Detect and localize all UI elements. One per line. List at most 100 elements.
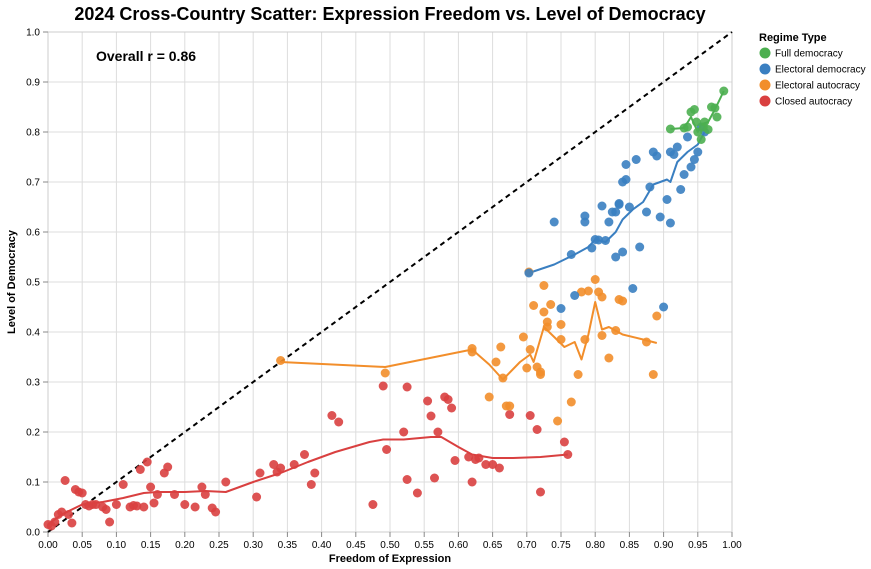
y-tick-label: 0.0	[26, 528, 40, 539]
data-point	[57, 507, 67, 517]
data-point	[556, 304, 566, 313]
data-point	[601, 236, 610, 245]
x-tick-label: 0.70	[517, 540, 537, 551]
data-point	[467, 347, 477, 357]
data-point	[433, 427, 443, 437]
data-point	[149, 498, 159, 508]
legend-swatch	[759, 47, 771, 59]
data-point	[587, 243, 597, 253]
data-point	[474, 453, 484, 463]
data-point	[67, 518, 77, 528]
data-point	[689, 155, 699, 164]
data-point	[443, 395, 453, 404]
data-point	[648, 370, 658, 379]
x-axis: 0.00 0.05 0.10 0.15 0.20 0.25 0.30 0.35 0.40 0.45…	[38, 532, 742, 551]
x-tick-label: 0.10	[107, 540, 127, 551]
data-point	[669, 150, 679, 159]
x-tick-label: 0.40	[312, 540, 332, 551]
data-point	[269, 460, 279, 469]
data-point	[614, 200, 624, 209]
data-point	[577, 287, 586, 297]
data-point	[662, 195, 672, 204]
grid	[47, 31, 733, 533]
data-point	[467, 477, 477, 487]
data-point	[105, 517, 115, 527]
data-point	[276, 356, 286, 365]
data-point	[546, 300, 556, 309]
data-point	[618, 296, 628, 306]
data-point	[522, 363, 532, 373]
data-point	[659, 302, 669, 312]
data-point	[488, 460, 498, 469]
y-axis: 0.0 0.1 0.2 0.3 0.4 0.5 0.6 0.7 0.8 0.9 1.0	[26, 28, 48, 539]
data-point	[642, 337, 651, 347]
data-point	[703, 125, 713, 134]
data-point	[380, 368, 390, 378]
x-tick-label: 0.50	[380, 540, 400, 551]
data-point	[64, 510, 73, 519]
legend: Regime Type Full democracy Electoral demo…	[759, 32, 866, 108]
trend-line	[280, 301, 658, 381]
data-point	[645, 182, 655, 192]
data-point	[652, 151, 662, 161]
data-point	[111, 500, 121, 509]
x-tick-label: 0.85	[620, 540, 640, 551]
x-tick-label: 1.00	[722, 540, 742, 551]
data-point	[672, 142, 682, 152]
data-point	[402, 382, 412, 392]
x-tick-label: 0.30	[243, 540, 263, 551]
x-tick-label: 0.80	[585, 540, 605, 551]
data-point	[655, 212, 665, 222]
data-point	[556, 320, 566, 329]
y-tick-label: 0.3	[26, 378, 40, 389]
data-points	[43, 86, 729, 531]
x-tick-label: 0.20	[175, 540, 195, 551]
data-point	[327, 411, 337, 420]
data-point	[378, 381, 388, 391]
data-point	[306, 480, 316, 489]
data-point	[665, 124, 675, 134]
y-tick-label: 1.0	[26, 28, 40, 39]
data-point	[539, 307, 549, 317]
data-point	[566, 250, 576, 259]
data-point	[539, 281, 549, 290]
data-point	[536, 367, 545, 377]
data-point	[597, 292, 607, 302]
data-point	[300, 450, 309, 459]
data-point	[566, 397, 576, 407]
data-point	[426, 411, 436, 421]
data-point	[556, 335, 566, 344]
trend-line	[47, 436, 568, 526]
data-point	[686, 162, 696, 172]
data-point	[683, 132, 692, 142]
data-point	[631, 155, 641, 164]
data-point	[611, 207, 621, 217]
y-axis-title: Level of Democracy	[6, 229, 18, 334]
data-point	[693, 147, 703, 157]
data-point	[60, 476, 70, 485]
y-tick-label: 0.9	[26, 78, 40, 89]
data-point	[200, 490, 210, 499]
data-point	[77, 488, 87, 498]
x-tick-label: 0.00	[38, 540, 58, 551]
x-tick-label: 0.90	[654, 540, 674, 551]
x-tick-label: 0.25	[209, 540, 229, 551]
data-point	[532, 425, 542, 434]
data-point	[135, 465, 145, 474]
x-tick-label: 0.60	[449, 540, 469, 551]
data-point	[496, 342, 506, 352]
data-point	[101, 505, 111, 514]
data-point	[604, 217, 614, 227]
data-point	[146, 482, 156, 492]
data-point	[118, 480, 128, 489]
data-point	[676, 185, 686, 194]
data-point	[652, 311, 662, 321]
data-point	[197, 482, 207, 492]
data-point	[691, 117, 701, 127]
x-tick-label: 0.35	[278, 540, 298, 551]
data-point	[170, 490, 179, 499]
data-point	[211, 507, 221, 517]
trend-line	[528, 131, 706, 274]
data-point	[382, 445, 392, 454]
legend-title: Regime Type	[759, 32, 827, 44]
